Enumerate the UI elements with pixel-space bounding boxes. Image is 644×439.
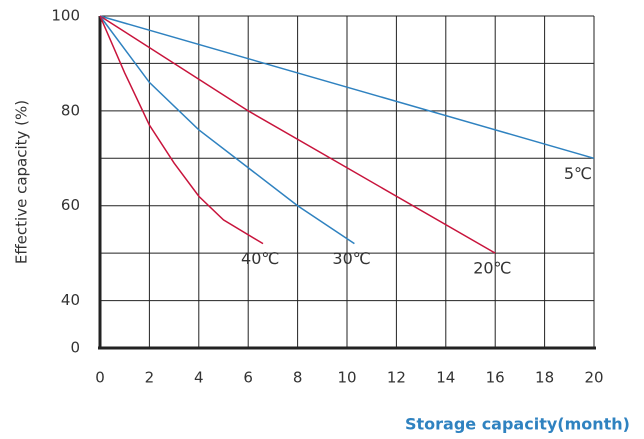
y-tick-label: 0 [70, 339, 80, 357]
x-tick-label: 6 [243, 369, 253, 387]
series-line [99, 15, 595, 160]
x-tick-label: 8 [293, 369, 303, 387]
x-tick-label: 12 [387, 369, 406, 387]
x-axis-label: Storage capacity(month) [405, 415, 630, 434]
series-label: 5℃ [564, 164, 592, 183]
x-tick-label: 18 [535, 369, 554, 387]
y-tick-label: 100 [51, 7, 80, 25]
x-tick-label: 16 [486, 369, 505, 387]
y-tick-label: 80 [61, 101, 80, 119]
series-label: 30℃ [332, 249, 370, 268]
x-tick-label: 2 [145, 369, 155, 387]
y-tick-label: 60 [61, 196, 80, 214]
series-line [99, 15, 264, 245]
y-axis-label: Effective capacity (%) [13, 100, 31, 264]
x-tick-label: 20 [584, 369, 603, 387]
series-line [99, 15, 355, 245]
x-tick-label: 0 [95, 369, 105, 387]
x-tick-label: 14 [436, 369, 455, 387]
x-tick-label: 4 [194, 369, 204, 387]
y-tick-label: 40 [61, 291, 80, 309]
series-label: 40℃ [241, 249, 279, 268]
series-label: 20℃ [473, 259, 511, 278]
series-line [99, 15, 496, 254]
x-tick-label: 10 [337, 369, 356, 387]
